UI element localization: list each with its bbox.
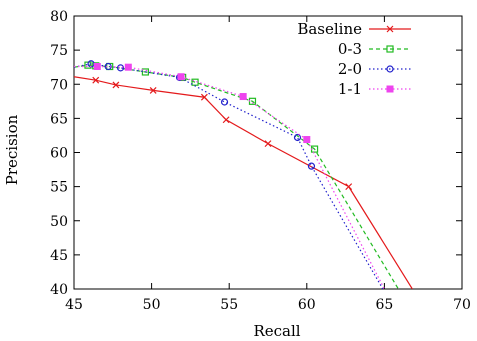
- data-point: [386, 65, 394, 73]
- data-point: [264, 140, 272, 148]
- x-tick-label: 65: [375, 297, 393, 313]
- data-point: [116, 64, 125, 72]
- x-tick-label: 55: [220, 297, 238, 313]
- series-line: [74, 76, 413, 289]
- y-tick-label: 60: [50, 146, 68, 162]
- plot-frame: [73, 15, 463, 290]
- data-point: [93, 63, 101, 71]
- x-tick-label: 45: [65, 297, 83, 313]
- x-tick-label: 60: [298, 297, 316, 313]
- y-axis-title: Precision: [3, 114, 21, 185]
- legend-item: 2-0: [338, 60, 411, 78]
- data-point: [222, 116, 230, 124]
- legend-label: 1-1: [338, 80, 362, 98]
- legend-item: Baseline: [297, 20, 411, 38]
- data-point: [177, 73, 185, 81]
- data-point: [386, 45, 394, 53]
- y-tick-label: 40: [50, 282, 68, 298]
- legend-label: 2-0: [338, 60, 362, 78]
- x-tick-label: 70: [453, 297, 471, 313]
- data-point: [112, 81, 120, 89]
- data-point: [307, 162, 316, 170]
- data-point: [345, 183, 353, 191]
- data-point: [92, 76, 100, 84]
- series-layer: [74, 60, 413, 289]
- x-tick-label: 50: [143, 297, 161, 313]
- y-tick-label: 70: [50, 77, 68, 93]
- data-point: [191, 78, 199, 86]
- y-tick-label: 45: [50, 248, 68, 264]
- y-tick-label: 80: [50, 9, 68, 25]
- data-point: [293, 133, 302, 142]
- x-axis-title: Recall: [253, 322, 300, 340]
- series-1-1: [74, 63, 385, 289]
- legend-item: 1-1: [338, 80, 411, 98]
- y-tick-label: 65: [50, 111, 68, 127]
- series-Baseline: [74, 76, 413, 289]
- data-point: [200, 93, 208, 101]
- series-2-0: [74, 60, 384, 289]
- data-point: [124, 63, 132, 71]
- data-point: [386, 85, 394, 93]
- legend-label: Baseline: [297, 20, 362, 38]
- series-line: [74, 63, 384, 289]
- y-tick-label: 75: [50, 43, 68, 59]
- series-line: [74, 64, 399, 289]
- legend-label: 0-3: [338, 40, 362, 58]
- legend-item: 0-3: [338, 40, 411, 58]
- data-point: [149, 86, 157, 94]
- data-point: [220, 98, 229, 106]
- y-tick-label: 55: [50, 180, 68, 196]
- data-point: [239, 93, 247, 101]
- data-point: [303, 136, 311, 144]
- series-line: [74, 65, 385, 289]
- legend: Baseline 0-3 2-0 1-1: [297, 20, 411, 98]
- data-point: [386, 25, 394, 33]
- y-tick-label: 50: [50, 214, 68, 230]
